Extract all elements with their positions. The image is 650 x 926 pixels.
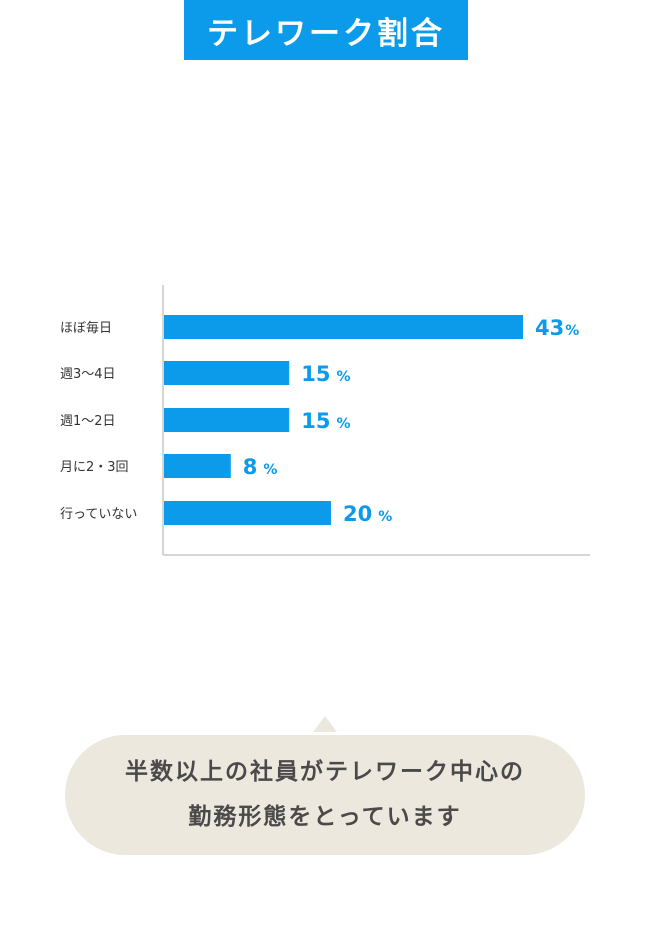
category-label: 月に2・3回 (60, 460, 129, 475)
data-label: 15% (301, 362, 350, 386)
chart-title-badge: テレワーク割合 (184, 0, 468, 60)
bar (164, 501, 331, 525)
chart-layer: ほぼ毎日 43% 週3〜4日 15 % 週1〜2日 15 % 月に2・3回 8 % 行っていない 20% (60, 285, 590, 556)
chart-title: テレワーク割合 (207, 15, 445, 52)
bar (164, 361, 290, 385)
category-label: 週3〜4日 (60, 367, 116, 382)
summary-line-1: 半数以上の社員がテレワーク中心の (125, 759, 525, 785)
bar (164, 408, 290, 432)
category-label: 週1〜2日 (60, 414, 116, 429)
category-label: 行っていない (60, 507, 137, 522)
data-label: 15% (301, 409, 350, 433)
data-label: 43% (535, 316, 579, 340)
summary-line-2: 勤務形態をとっています (188, 804, 462, 830)
bar (164, 315, 523, 339)
bar (164, 454, 231, 478)
bar-chart: ほぼ毎日 43% 週3〜4日 15 % 週1〜2日 15 % 月に2・3回 8 % 行っていない 20% (60, 285, 590, 556)
data-label: 20% (343, 502, 392, 526)
bubble-pointer (313, 716, 337, 732)
data-label: 8% (243, 455, 278, 479)
category-label: ほぼ毎日 (60, 320, 112, 336)
summary-bubble: 半数以上の社員がテレワーク中心の 勤務形態をとっています (65, 735, 585, 855)
